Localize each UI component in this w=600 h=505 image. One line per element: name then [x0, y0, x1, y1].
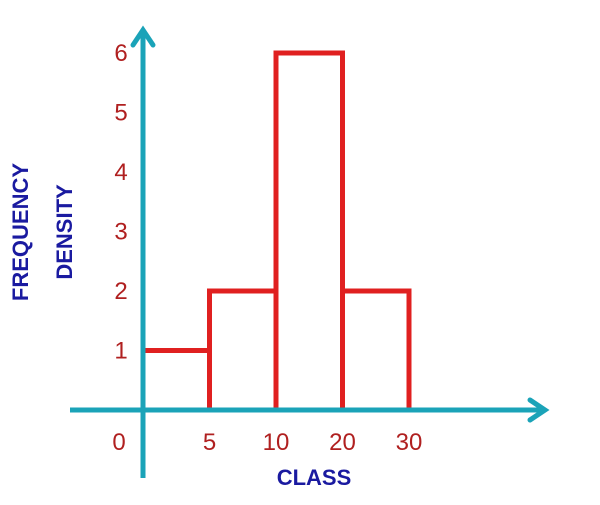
axes-group: [70, 25, 550, 478]
x-tick-label-0: 0: [112, 429, 125, 456]
y-axis-title-line-1: FREQUENCY: [8, 163, 33, 301]
x-tick-label-20: 20: [329, 429, 356, 456]
y-axis-title-line-2: DENSITY: [52, 184, 77, 280]
x-tick-label-10: 10: [263, 429, 290, 456]
y-tick-labels: 1 2 3 4 5 6: [114, 40, 127, 365]
y-axis-arrowhead: [130, 25, 156, 48]
y-axis-title: FREQUENCY DENSITY: [8, 163, 77, 301]
y-tick-label-6: 6: [114, 40, 127, 67]
x-axis-title: CLASS: [277, 465, 352, 490]
x-tick-label-5: 5: [203, 429, 216, 456]
y-tick-label-3: 3: [114, 219, 127, 246]
y-tick-label-5: 5: [114, 100, 127, 127]
x-axis-arrowhead: [527, 397, 550, 423]
y-tick-label-2: 2: [114, 278, 127, 305]
y-tick-label-4: 4: [114, 159, 127, 186]
x-tick-label-30: 30: [396, 429, 423, 456]
histogram-bar-5-10: [207, 288, 279, 410]
histogram-bar-0-5: [140, 348, 212, 410]
y-tick-label-1: 1: [114, 338, 127, 365]
bars-group: [140, 50, 412, 410]
histogram-bar-20-30: [340, 288, 412, 410]
x-tick-labels: 0 5 10 20 30: [112, 429, 422, 456]
histogram-bar-10-20: [273, 50, 345, 410]
